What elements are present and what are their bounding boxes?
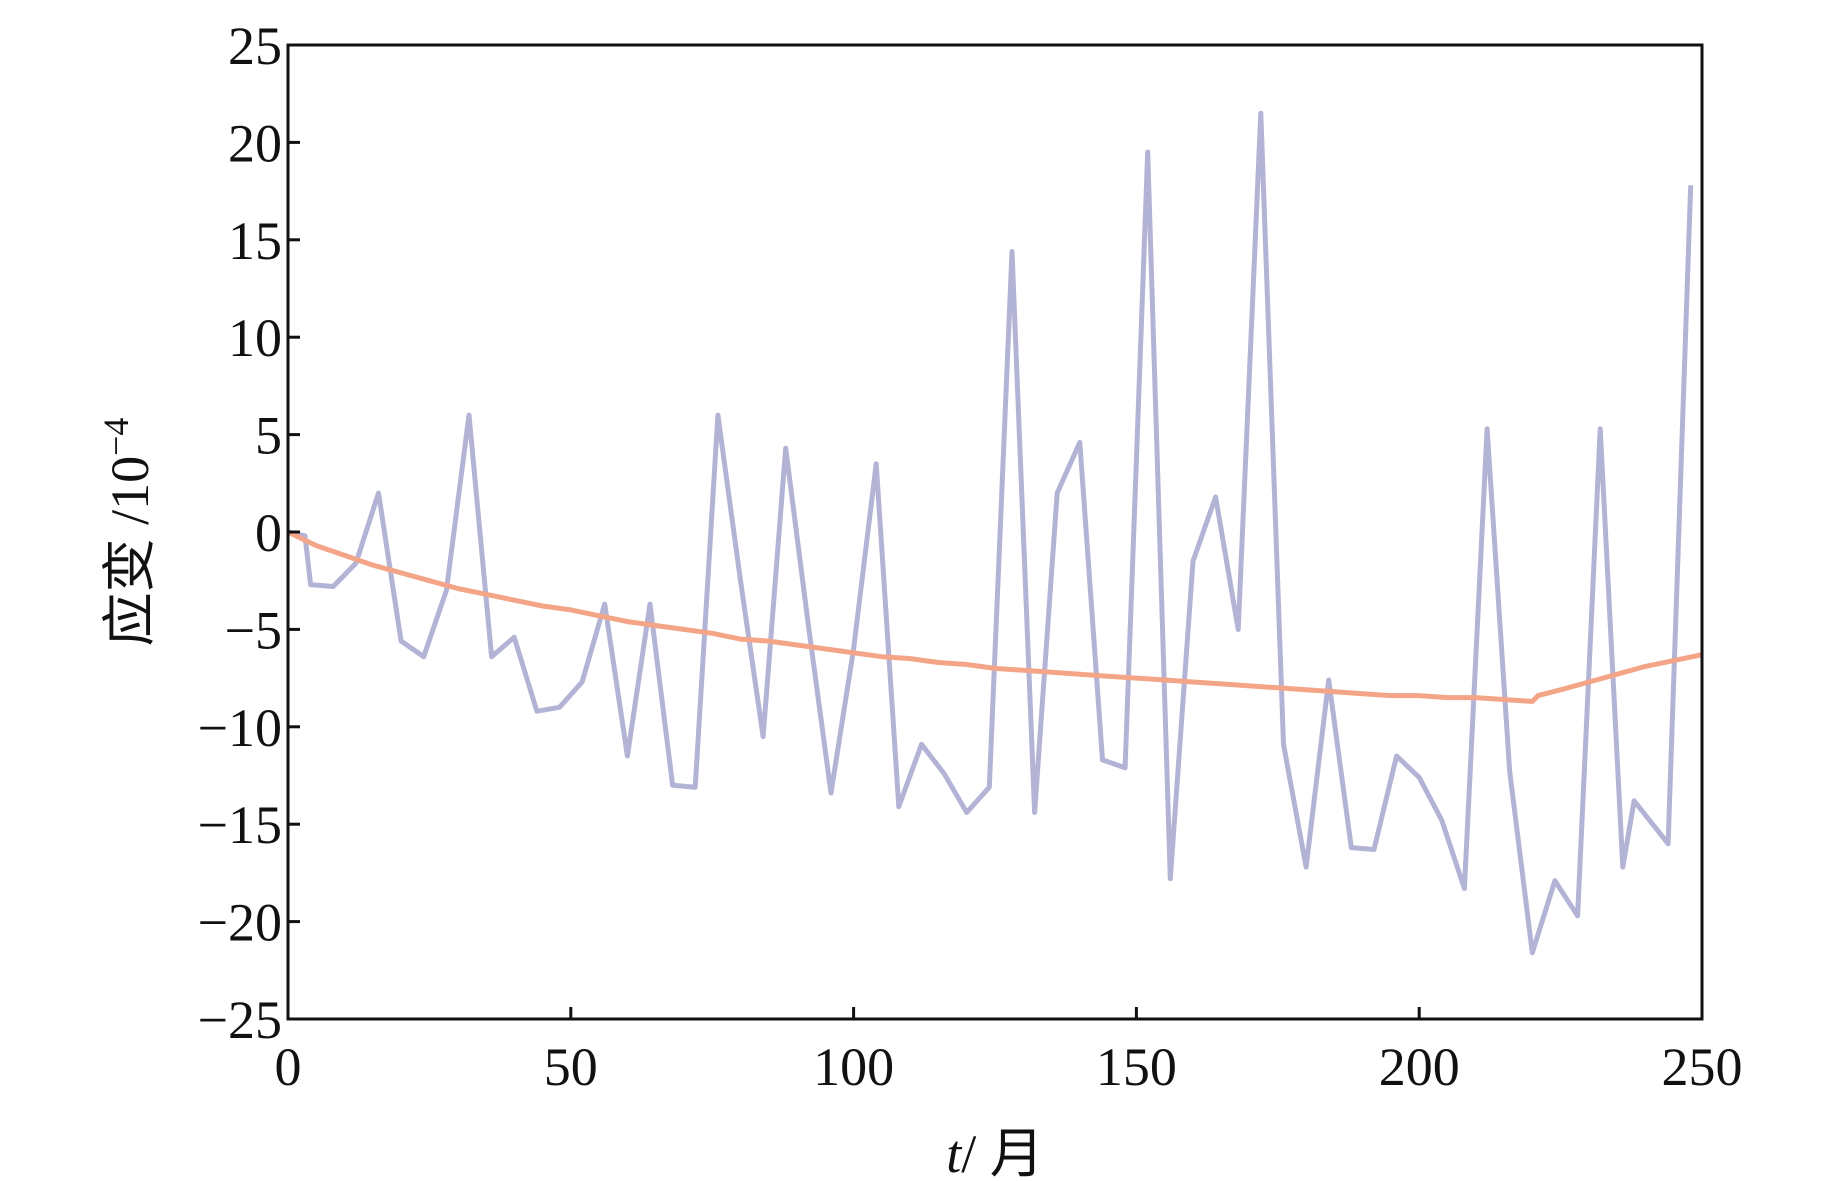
series-layer bbox=[286, 110, 1703, 956]
series-line-2 bbox=[286, 529, 1703, 704]
y-tick-label: 5 bbox=[255, 406, 282, 466]
x-axis-unit: / 月 bbox=[961, 1124, 1044, 1181]
x-tick-label: 0 bbox=[275, 1037, 302, 1097]
x-axis-label: t/ 月 bbox=[946, 1124, 1044, 1181]
x-tick-label: 250 bbox=[1662, 1037, 1743, 1097]
x-tick-label: 100 bbox=[813, 1037, 894, 1097]
y-axis-label-text: 应变 /10 bbox=[100, 456, 160, 647]
y-tick-label: 20 bbox=[228, 113, 282, 173]
x-tick-label: 50 bbox=[544, 1037, 598, 1097]
y-tick-label: −10 bbox=[198, 698, 282, 758]
x-tick-label: 200 bbox=[1379, 1037, 1460, 1097]
y-tick-label: 25 bbox=[228, 16, 282, 76]
y-tick-label: −20 bbox=[198, 893, 282, 953]
y-tick-label: −15 bbox=[198, 795, 282, 855]
y-tick-label: −5 bbox=[225, 600, 282, 660]
y-axis-label: 应变 /10−4 bbox=[96, 418, 160, 647]
series-line-1 bbox=[287, 110, 1694, 956]
tick-layer: 0 50 100 150 200 250 −25 −20 −15 −10 −5 0 5 10 15 20 25 bbox=[198, 16, 1743, 1097]
y-tick-label: 10 bbox=[228, 308, 282, 368]
y-axis-label-exponent: −4 bbox=[96, 418, 136, 456]
y-tick-label: 15 bbox=[228, 211, 282, 271]
plot-frame bbox=[286, 43, 1704, 1021]
x-axis-variable: t bbox=[946, 1124, 963, 1181]
y-tick-label: 0 bbox=[255, 503, 282, 563]
y-tick-label: −25 bbox=[198, 990, 282, 1050]
x-tick-label: 150 bbox=[1096, 1037, 1177, 1097]
